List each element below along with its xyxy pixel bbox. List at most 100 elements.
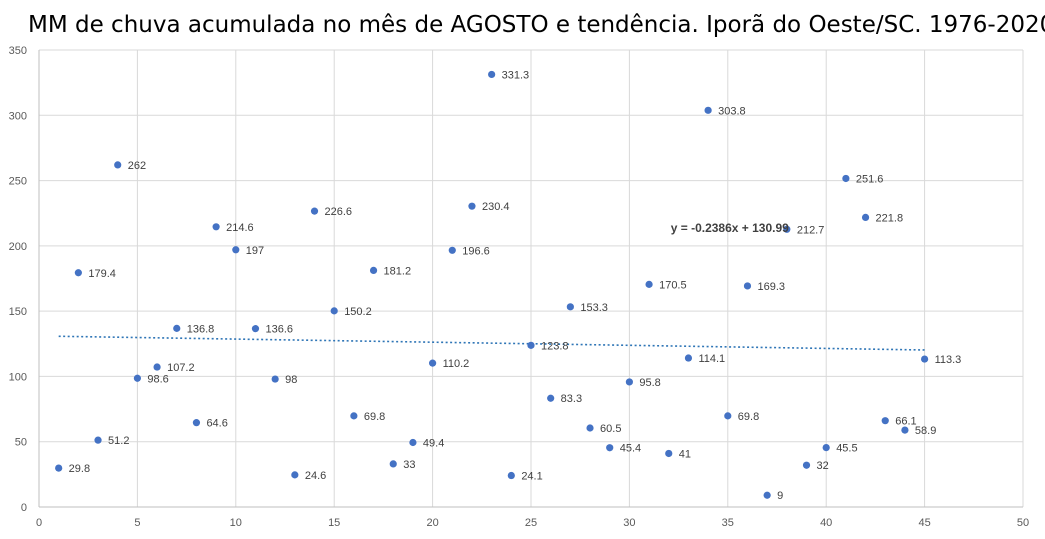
data-point: [291, 471, 299, 479]
x-tick-label: 35: [722, 517, 734, 529]
data-label: 170.5: [659, 279, 687, 291]
data-label: 33: [403, 459, 415, 471]
data-label: 110.2: [443, 358, 470, 370]
data-point: [881, 417, 889, 425]
data-point: [192, 419, 201, 427]
data-point: [232, 246, 240, 254]
x-tick-label: 30: [623, 517, 635, 529]
data-label: 69.8: [738, 411, 759, 423]
data-label: 95.8: [639, 377, 660, 389]
data-point: [665, 449, 673, 458]
data-point: [901, 426, 909, 434]
data-label: 24.1: [521, 471, 542, 483]
data-label: 58.9: [915, 425, 936, 437]
data-label: 251.6: [856, 173, 884, 185]
data-label: 179.4: [88, 268, 116, 280]
data-point: [645, 280, 653, 288]
data-point: [271, 375, 279, 383]
data-point: [350, 412, 358, 420]
y-tick-label: 100: [9, 371, 27, 383]
data-point: [488, 70, 496, 79]
data-point: [743, 282, 752, 290]
trendline-group: [58, 335, 925, 351]
y-tick-label: 250: [9, 176, 27, 188]
chart-title: MM de chuva acumulada no mês de AGOSTO e…: [28, 12, 1045, 38]
data-point: [55, 464, 63, 472]
data-point: [310, 207, 319, 215]
data-label: 214.6: [226, 222, 254, 234]
data-point: [606, 444, 614, 452]
data-label: 66.1: [895, 416, 916, 428]
data-point: [133, 374, 141, 382]
data-label: 83.3: [561, 393, 582, 405]
data-point: [861, 213, 870, 221]
data-point: [153, 363, 161, 371]
data-label: 49.4: [423, 437, 444, 449]
data-label: 123.8: [541, 340, 569, 352]
x-tick-label: 0: [36, 517, 42, 529]
data-label: 226.6: [325, 206, 353, 218]
x-tick-label: 15: [328, 517, 340, 529]
y-tick-label: 300: [9, 110, 27, 122]
data-label: 41: [679, 448, 691, 460]
data-label: 196.6: [462, 245, 490, 257]
data-label: 60.5: [600, 423, 621, 435]
data-point: [173, 324, 181, 332]
data-label: 114.1: [698, 353, 725, 365]
data-point: [783, 225, 791, 233]
data-point: [74, 269, 82, 277]
data-label: 153.3: [580, 302, 608, 314]
data-label: 98: [285, 374, 297, 386]
data-label: 32: [817, 460, 829, 472]
data-label: 262: [128, 160, 146, 172]
data-point: [586, 424, 594, 432]
data-label: 29.8: [69, 463, 90, 475]
data-label: 45.4: [620, 443, 641, 455]
data-label: 69.8: [364, 411, 385, 423]
data-label: 230.4: [482, 201, 510, 213]
data-label: 150.2: [344, 306, 372, 318]
data-label: 45.5: [836, 443, 857, 455]
data-point: [842, 174, 850, 183]
data-point: [429, 359, 437, 367]
data-point: [94, 436, 102, 444]
data-point: [527, 341, 535, 349]
data-point: [802, 461, 811, 469]
data-label: 303.8: [718, 105, 746, 117]
data-point: [212, 223, 220, 231]
data-label: 9: [777, 490, 783, 502]
y-tick-label: 200: [9, 241, 27, 253]
data-point: [625, 378, 634, 386]
data-label: 51.2: [108, 435, 129, 447]
data-point: [566, 303, 574, 311]
data-point: [684, 354, 693, 362]
data-point: [448, 246, 456, 254]
data-point: [822, 443, 830, 452]
data-label: 331.3: [502, 69, 530, 81]
gridlines: [38, 49, 1024, 508]
data-point: [724, 412, 732, 420]
data-label: 98.6: [147, 373, 168, 385]
data-label: 221.8: [876, 212, 904, 224]
y-tick-label: 350: [9, 45, 27, 57]
data-label: 24.6: [305, 470, 326, 482]
data-point: [763, 491, 771, 499]
x-tick-label: 50: [1017, 517, 1029, 529]
trendline-equation: y = -0.2386x + 130.99: [671, 221, 789, 235]
x-tick-label: 25: [525, 517, 537, 529]
data-label: 136.8: [187, 323, 215, 335]
y-tick-label: 0: [21, 502, 27, 514]
data-label: 64.6: [206, 418, 227, 430]
data-point: [921, 355, 929, 363]
data-point: [251, 325, 260, 333]
data-point: [704, 106, 712, 114]
data-point: [369, 266, 378, 275]
data-label: 212.7: [797, 224, 825, 236]
trendline: [58, 335, 925, 351]
y-tick-label: 50: [15, 437, 27, 449]
data-label: 197: [246, 245, 264, 257]
x-tick-label: 45: [918, 517, 930, 529]
data-point: [114, 161, 122, 169]
